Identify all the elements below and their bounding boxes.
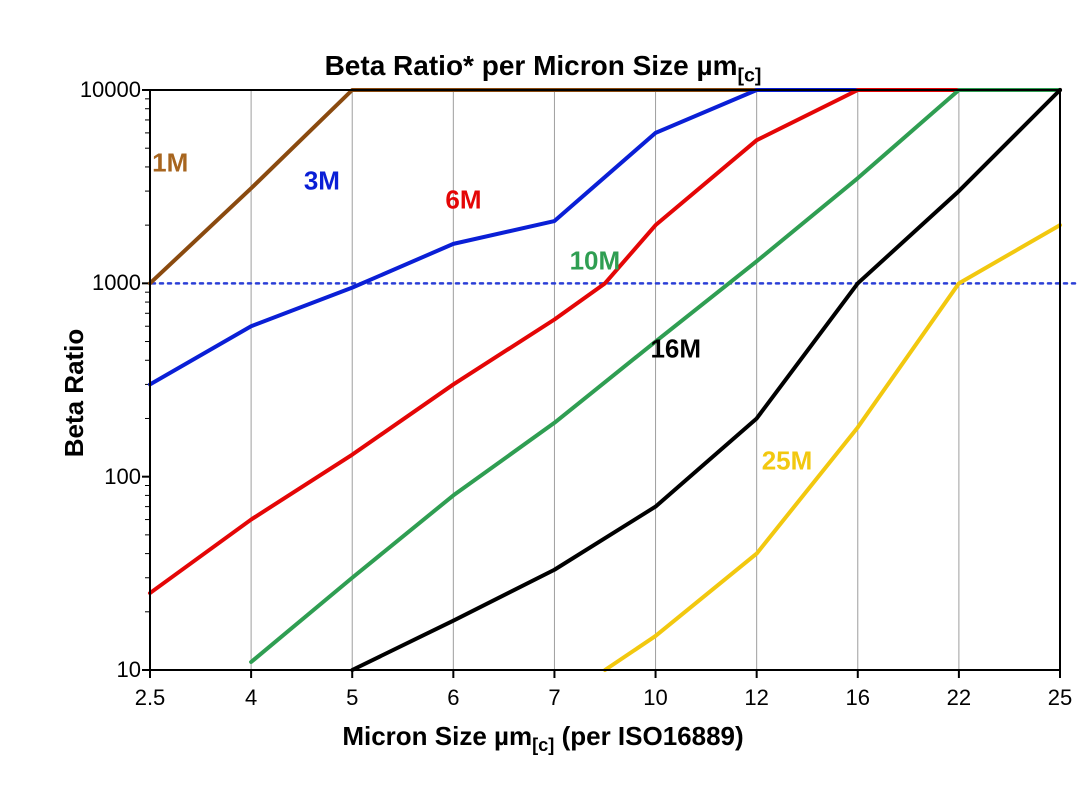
y-tick-label: 10 bbox=[61, 657, 141, 683]
x-tick-label: 5 bbox=[346, 685, 358, 711]
series-label-16M: 16M bbox=[650, 333, 701, 364]
x-tick-label: 16 bbox=[846, 685, 870, 711]
y-tick-label: 1000 bbox=[61, 270, 141, 296]
x-tick-label: 7 bbox=[548, 685, 560, 711]
y-tick-label: 10000 bbox=[61, 77, 141, 103]
series-label-6M: 6M bbox=[445, 184, 481, 215]
x-tick-label: 12 bbox=[744, 685, 768, 711]
x-tick-label: 25 bbox=[1048, 685, 1072, 711]
y-tick-label: 100 bbox=[61, 464, 141, 490]
series-label-10M: 10M bbox=[570, 246, 621, 277]
x-tick-label: 4 bbox=[245, 685, 257, 711]
x-tick-label: 6 bbox=[447, 685, 459, 711]
series-label-25M: 25M bbox=[762, 446, 813, 477]
series-label-3M: 3M bbox=[304, 165, 340, 196]
x-tick-label: 2.5 bbox=[135, 685, 166, 711]
series-label-1M: 1M bbox=[152, 147, 188, 178]
beta-ratio-chart: Beta Ratio* per Micron Size µm[c] Micron… bbox=[0, 0, 1086, 786]
x-tick-label: 10 bbox=[643, 685, 667, 711]
x-tick-label: 22 bbox=[947, 685, 971, 711]
plot-area bbox=[0, 0, 1086, 786]
